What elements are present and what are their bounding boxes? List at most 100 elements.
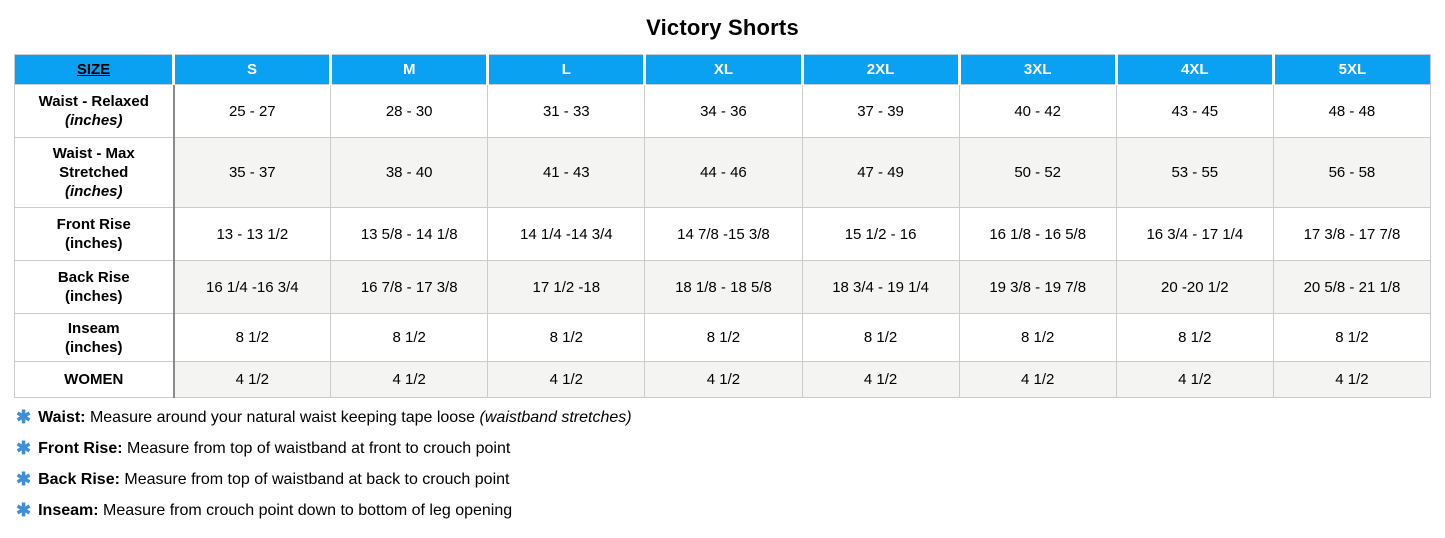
- row-unit: (inches): [64, 338, 123, 356]
- table-cell: 8 1/2: [1272, 313, 1432, 362]
- table-cell: 50 - 52: [958, 137, 1117, 208]
- table-cell: 40 - 42: [958, 84, 1117, 138]
- footnote-front-rise: ✱ Front Rise: Measure from top of waistba…: [16, 438, 1445, 459]
- table-cell: 4 1/2: [644, 361, 803, 398]
- table-cell: 43 - 45: [1115, 84, 1274, 138]
- row-unit: (inches): [64, 235, 123, 252]
- row-label: Inseam (inches): [14, 313, 175, 362]
- table-cell: 14 1/4 -14 3/4: [487, 207, 646, 261]
- table-cell: 31 - 33: [487, 84, 646, 138]
- table-cell: 8 1/2: [958, 313, 1117, 362]
- table-cell: 44 - 46: [644, 137, 803, 208]
- table-row: Back Rise (inches) 16 1/4 -16 3/4 16 7/8 - …: [14, 260, 1432, 314]
- table-cell: 47 - 49: [801, 137, 960, 208]
- footnote-label: Waist:: [38, 409, 86, 426]
- table-cell: 28 - 30: [330, 84, 489, 138]
- footnotes: ✱ Waist: Measure around your natural wais…: [16, 407, 1445, 521]
- table-cell: 16 3/4 - 17 1/4: [1115, 207, 1274, 261]
- row-label: WOMEN: [14, 361, 175, 398]
- table-cell: 4 1/2: [801, 361, 960, 398]
- footnote-inseam: ✱ Inseam: Measure from crouch point down …: [16, 500, 1445, 521]
- table-cell: 56 - 58: [1272, 137, 1432, 208]
- table-cell: 8 1/2: [172, 313, 332, 362]
- table-cell: 8 1/2: [801, 313, 960, 362]
- footnote-text: Measure around your natural waist keepin…: [89, 409, 476, 426]
- table-row: Waist - Max Stretched (inches) 35 - 37 38 -…: [14, 137, 1432, 208]
- table-cell: 53 - 55: [1115, 137, 1274, 208]
- header-cell-5xl: 5XL: [1271, 54, 1431, 85]
- row-label-text: Inseam: [67, 319, 120, 337]
- table-cell: 17 1/2 -18: [487, 260, 646, 314]
- row-label: Front Rise (inches): [14, 207, 175, 261]
- table-cell: 16 1/4 -16 3/4: [172, 260, 332, 314]
- row-label-text: WOMEN: [64, 371, 124, 388]
- asterisk-icon: ✱: [16, 438, 32, 458]
- size-chart-table: SIZE S M L XL 2XL 3XL 4XL 5XL Waist - Relaxed (in…: [14, 54, 1432, 398]
- table-cell: 13 5/8 - 14 1/8: [330, 207, 489, 261]
- header-cell-s: S: [171, 54, 331, 85]
- size-chart-header: SIZE S M L XL 2XL 3XL 4XL 5XL: [14, 54, 1431, 85]
- table-cell: 20 -20 1/2: [1115, 260, 1274, 314]
- table-row: Inseam (inches) 8 1/2 8 1/2 8 1/2 8 1/2 8 1/2 8…: [14, 313, 1432, 362]
- header-cell-l: L: [486, 54, 645, 85]
- footnote-text: Measure from crouch point down to bottom…: [103, 502, 513, 519]
- row-label-text: Back Rise: [57, 269, 130, 286]
- table-cell: 4 1/2: [1272, 361, 1432, 398]
- size-chart-body: Waist - Relaxed (inches) 25 - 27 28 - 30 31 …: [14, 84, 1432, 398]
- table-cell: 34 - 36: [644, 84, 803, 138]
- footnote-label: Back Rise:: [38, 471, 120, 488]
- table-cell: 8 1/2: [1115, 313, 1274, 362]
- footnote-waist: ✱ Waist: Measure around your natural wais…: [16, 407, 1445, 428]
- row-unit: (inches): [64, 183, 123, 200]
- asterisk-icon: ✱: [16, 407, 32, 427]
- asterisk-icon: ✱: [16, 500, 32, 520]
- row-label-text: Waist - Max Stretched: [52, 145, 135, 181]
- row-unit: (inches): [64, 112, 123, 129]
- table-cell: 4 1/2: [330, 361, 489, 398]
- table-cell: 13 - 13 1/2: [172, 207, 332, 261]
- table-cell: 20 5/8 - 21 1/8: [1272, 260, 1432, 314]
- table-row: Front Rise (inches) 13 - 13 1/2 13 5/8 - 14…: [14, 207, 1432, 261]
- row-label: Waist - Relaxed (inches): [14, 84, 175, 138]
- table-cell: 17 3/8 - 17 7/8: [1272, 207, 1432, 261]
- row-label-text: Waist - Relaxed: [38, 93, 149, 110]
- header-cell-2xl: 2XL: [800, 54, 960, 85]
- row-unit: (inches): [64, 288, 123, 305]
- header-cell-xl: XL: [643, 54, 802, 85]
- table-cell: 38 - 40: [330, 137, 489, 208]
- table-cell: 16 7/8 - 17 3/8: [330, 260, 489, 314]
- row-label-text: Front Rise: [56, 216, 131, 233]
- asterisk-icon: ✱: [16, 469, 32, 489]
- table-cell: 18 1/8 - 18 5/8: [644, 260, 803, 314]
- table-cell: 8 1/2: [644, 313, 803, 362]
- footnote-label: Inseam:: [38, 502, 99, 519]
- row-label: Back Rise (inches): [14, 260, 175, 314]
- footnote-back-rise: ✱ Back Rise: Measure from top of waistban…: [16, 469, 1445, 490]
- table-cell: 4 1/2: [172, 361, 332, 398]
- header-cell-m: M: [329, 54, 488, 85]
- table-cell: 25 - 27: [172, 84, 332, 138]
- header-cell-4xl: 4XL: [1114, 54, 1274, 85]
- table-cell: 14 7/8 -15 3/8: [644, 207, 803, 261]
- table-cell: 16 1/8 - 16 5/8: [958, 207, 1117, 261]
- table-cell: 8 1/2: [487, 313, 646, 362]
- header-row: SIZE S M L XL 2XL 3XL 4XL 5XL: [14, 54, 1431, 85]
- table-row: Waist - Relaxed (inches) 25 - 27 28 - 30 31 …: [14, 84, 1432, 138]
- table-cell: 18 3/4 - 19 1/4: [801, 260, 960, 314]
- footnote-italic-note: (waistband stretches): [479, 409, 632, 426]
- footnote-text: Measure from top of waistband at front t…: [127, 440, 511, 457]
- table-cell: 35 - 37: [172, 137, 332, 208]
- table-cell: 37 - 39: [801, 84, 960, 138]
- table-cell: 15 1/2 - 16: [801, 207, 960, 261]
- table-cell: 41 - 43: [487, 137, 646, 208]
- row-label: Waist - Max Stretched (inches): [14, 137, 175, 208]
- header-cell-3xl: 3XL: [957, 54, 1117, 85]
- table-cell: 4 1/2: [487, 361, 646, 398]
- table-cell: 8 1/2: [330, 313, 489, 362]
- footnote-text: Measure from top of waistband at back to…: [124, 471, 510, 488]
- table-cell: 48 - 48: [1272, 84, 1432, 138]
- page-title: Victory Shorts: [646, 15, 799, 40]
- header-cell-size: SIZE: [14, 54, 174, 85]
- table-row: WOMEN 4 1/2 4 1/2 4 1/2 4 1/2 4 1/2 4 1/2 4 1/2…: [14, 361, 1432, 398]
- table-cell: 4 1/2: [958, 361, 1117, 398]
